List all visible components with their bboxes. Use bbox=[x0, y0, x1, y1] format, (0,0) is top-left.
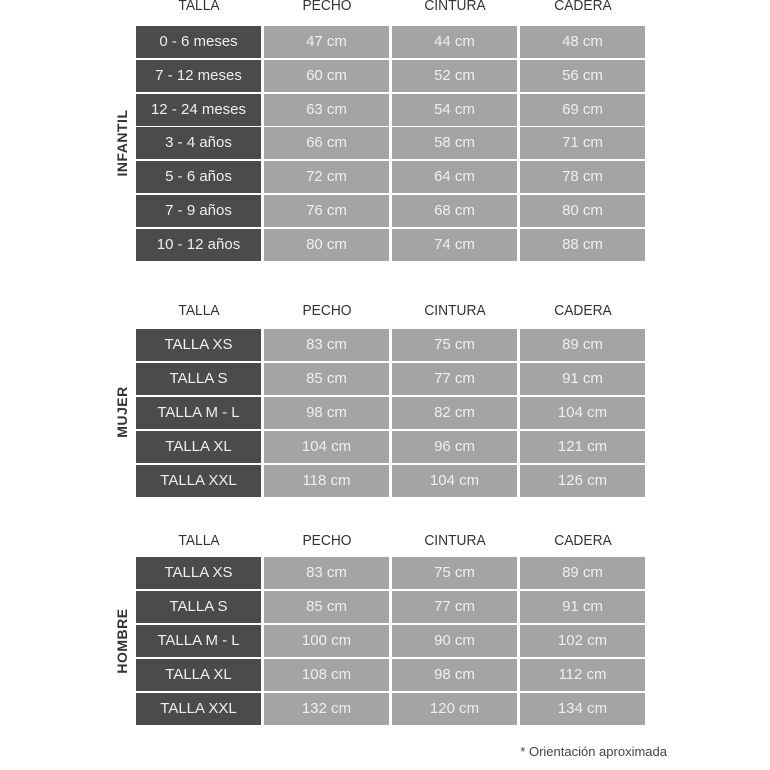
section-label: INFANTIL bbox=[114, 109, 130, 177]
column-header: CINTURA bbox=[424, 302, 486, 319]
measure-cell: 120 cm bbox=[392, 693, 517, 725]
measure-cell: 96 cm bbox=[392, 431, 517, 463]
measure-cell: 44 cm bbox=[392, 26, 517, 58]
column-header: TALLA bbox=[178, 0, 220, 14]
measure-cell: 89 cm bbox=[520, 329, 645, 361]
measure-cell: 66 cm bbox=[264, 127, 389, 160]
measure-cell: 56 cm bbox=[520, 59, 645, 92]
measure-cell: 54 cm bbox=[392, 93, 517, 126]
section-label: HOMBRE bbox=[114, 608, 130, 674]
footnote: * Orientación aproximada bbox=[520, 744, 667, 759]
measure-cell: 71 cm bbox=[520, 127, 645, 160]
measure-cell: 98 cm bbox=[264, 397, 389, 429]
size-cell: TALLA M - L bbox=[136, 397, 261, 429]
measure-cell: 104 cm bbox=[264, 431, 389, 463]
size-cell: TALLA XS bbox=[136, 329, 261, 361]
column-header: TALLA bbox=[178, 302, 220, 319]
size-cell: TALLA M - L bbox=[136, 625, 261, 657]
size-cell: TALLA S bbox=[136, 591, 261, 623]
measure-cell: 77 cm bbox=[392, 591, 517, 623]
measure-cell: 108 cm bbox=[264, 659, 389, 691]
section-label: MUJER bbox=[114, 386, 130, 438]
measure-cell: 112 cm bbox=[520, 659, 645, 691]
size-cell: TALLA XL bbox=[136, 659, 261, 691]
measure-cell: 52 cm bbox=[392, 59, 517, 92]
measure-cell: 63 cm bbox=[264, 93, 389, 126]
size-cell: TALLA S bbox=[136, 363, 261, 395]
measure-cell: 134 cm bbox=[520, 693, 645, 725]
measure-cell: 91 cm bbox=[520, 591, 645, 623]
measure-cell: 64 cm bbox=[392, 161, 517, 194]
column-header: CADERA bbox=[554, 302, 612, 319]
size-cell: TALLA XXL bbox=[136, 465, 261, 497]
size-cell: 7 - 12 meses bbox=[136, 59, 261, 92]
size-cell: 7 - 9 años bbox=[136, 195, 261, 227]
measure-cell: 121 cm bbox=[520, 431, 645, 463]
measure-cell: 78 cm bbox=[520, 161, 645, 194]
measure-cell: 76 cm bbox=[264, 195, 389, 227]
size-cell: 3 - 4 años bbox=[136, 127, 261, 160]
measure-cell: 60 cm bbox=[264, 59, 389, 92]
measure-cell: 83 cm bbox=[264, 329, 389, 361]
measure-cell: 68 cm bbox=[392, 195, 517, 227]
measure-cell: 75 cm bbox=[392, 329, 517, 361]
measure-cell: 132 cm bbox=[264, 693, 389, 725]
measure-cell: 98 cm bbox=[392, 659, 517, 691]
measure-cell: 90 cm bbox=[392, 625, 517, 657]
measure-cell: 89 cm bbox=[520, 557, 645, 589]
measure-cell: 126 cm bbox=[520, 465, 645, 497]
size-cell: 10 - 12 años bbox=[136, 228, 261, 261]
measure-cell: 80 cm bbox=[520, 195, 645, 227]
measure-cell: 82 cm bbox=[392, 397, 517, 429]
column-header: TALLA bbox=[178, 532, 220, 549]
measure-cell: 118 cm bbox=[264, 465, 389, 497]
measure-cell: 69 cm bbox=[520, 93, 645, 126]
column-header: PECHO bbox=[302, 302, 352, 319]
measure-cell: 77 cm bbox=[392, 363, 517, 395]
measure-cell: 104 cm bbox=[520, 397, 645, 429]
size-cell: 12 - 24 meses bbox=[136, 93, 261, 126]
measure-cell: 74 cm bbox=[392, 228, 517, 261]
measure-cell: 100 cm bbox=[264, 625, 389, 657]
measure-cell: 58 cm bbox=[392, 127, 517, 160]
measure-cell: 80 cm bbox=[264, 228, 389, 261]
measure-cell: 104 cm bbox=[392, 465, 517, 497]
size-cell: 5 - 6 años bbox=[136, 161, 261, 194]
column-header: PECHO bbox=[302, 532, 352, 549]
measure-cell: 91 cm bbox=[520, 363, 645, 395]
measure-cell: 83 cm bbox=[264, 557, 389, 589]
column-header: PECHO bbox=[302, 0, 352, 14]
measure-cell: 48 cm bbox=[520, 26, 645, 58]
measure-cell: 102 cm bbox=[520, 625, 645, 657]
measure-cell: 72 cm bbox=[264, 161, 389, 194]
measure-cell: 75 cm bbox=[392, 557, 517, 589]
size-cell: TALLA XS bbox=[136, 557, 261, 589]
column-header: CADERA bbox=[554, 532, 612, 549]
size-cell: 0 - 6 meses bbox=[136, 26, 261, 58]
column-header: CINTURA bbox=[424, 0, 486, 14]
measure-cell: 88 cm bbox=[520, 228, 645, 261]
measure-cell: 47 cm bbox=[264, 26, 389, 58]
measure-cell: 85 cm bbox=[264, 363, 389, 395]
column-header: CADERA bbox=[554, 0, 612, 14]
column-header: CINTURA bbox=[424, 532, 486, 549]
size-cell: TALLA XXL bbox=[136, 693, 261, 725]
measure-cell: 85 cm bbox=[264, 591, 389, 623]
size-cell: TALLA XL bbox=[136, 431, 261, 463]
